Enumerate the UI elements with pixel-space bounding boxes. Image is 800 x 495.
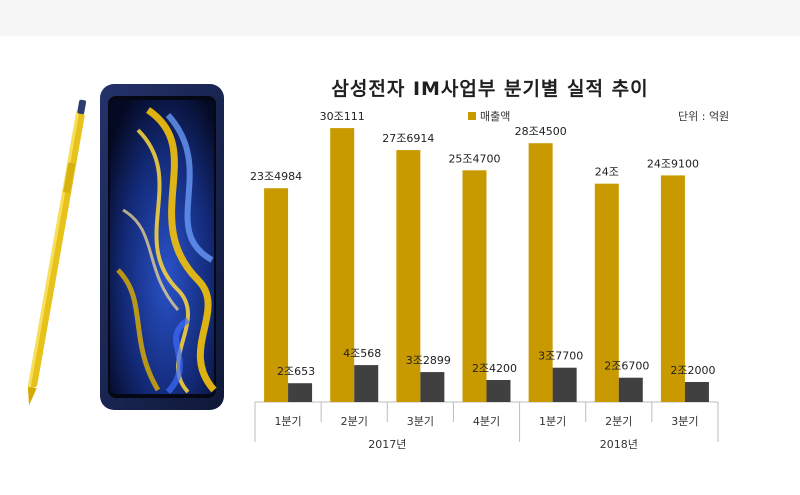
bar-revenue [528, 143, 553, 402]
data-label-revenue: 25조4700 [448, 152, 500, 165]
year-label-2018: 2018년 [599, 438, 638, 451]
bar-profit [486, 379, 511, 402]
bar-revenue [330, 128, 355, 402]
x-tick-label: 1분기 [274, 415, 301, 428]
data-label-revenue: 30조111 [320, 110, 365, 123]
data-label-revenue: 27조6914 [382, 132, 434, 145]
legend: 매출액 [468, 108, 510, 124]
x-tick-label: 2분기 [341, 415, 368, 428]
data-label-profit: 3조7700 [538, 350, 583, 363]
year-label-2017: 2017년 [368, 438, 407, 451]
data-label-revenue: 23조4984 [250, 170, 302, 183]
bar-profit [552, 367, 577, 402]
bar-profit [354, 365, 379, 402]
x-tick-label: 2분기 [605, 415, 632, 428]
bar-profit [420, 372, 445, 402]
chart-title: 삼성전자 IM사업부 분기별 실적 추이 [331, 78, 649, 100]
bar-profit [684, 381, 709, 402]
data-label-profit: 2조4200 [472, 362, 517, 375]
data-label-profit: 2조653 [277, 365, 315, 378]
bar-revenue [660, 175, 685, 402]
legend-swatch-revenue [468, 112, 476, 120]
x-tick-label: 3분기 [671, 415, 698, 428]
x-tick-label: 1분기 [539, 415, 566, 428]
legend-label-revenue: 매출액 [480, 110, 511, 123]
unit-label: 단위 : 억원 [678, 110, 730, 123]
bar-revenue [396, 150, 421, 402]
data-label-profit: 2조2000 [670, 364, 715, 377]
top-band [0, 0, 800, 36]
data-label-profit: 3조2899 [406, 354, 451, 367]
data-label-profit: 2조6700 [604, 360, 649, 373]
x-tick-label: 3분기 [407, 415, 434, 428]
bar-revenue [594, 183, 619, 402]
smartphone-with-pen-icon [27, 70, 248, 420]
data-label-revenue: 24조9100 [647, 157, 699, 170]
bar-revenue [462, 170, 487, 402]
data-label-revenue: 24조 [595, 166, 619, 179]
bar-profit [618, 377, 643, 402]
data-label-revenue: 28조4500 [515, 125, 567, 138]
data-label-profit: 4조568 [343, 347, 381, 360]
bar-revenue [264, 188, 289, 402]
bar-profit [288, 383, 313, 402]
x-tick-label: 4분기 [473, 415, 500, 428]
